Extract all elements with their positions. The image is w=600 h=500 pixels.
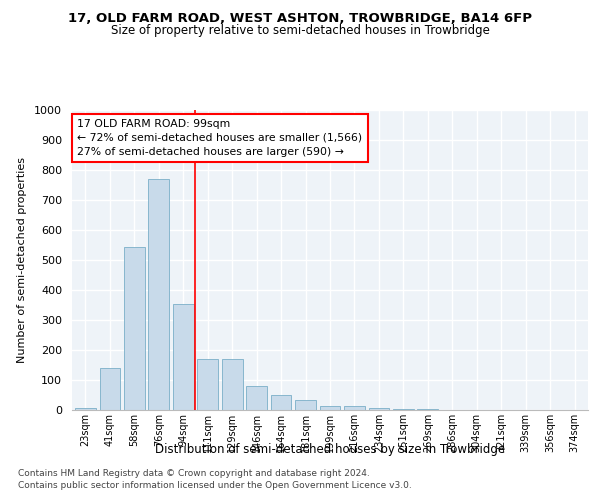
Bar <box>100 368 120 410</box>
Bar <box>75 408 96 410</box>
Bar <box>197 359 218 410</box>
Y-axis label: Number of semi-detached properties: Number of semi-detached properties <box>17 157 28 363</box>
Text: Size of property relative to semi-detached houses in Trowbridge: Size of property relative to semi-detach… <box>110 24 490 37</box>
Bar <box>148 179 169 410</box>
Bar <box>368 408 389 410</box>
Bar <box>393 409 414 410</box>
Text: Contains public sector information licensed under the Open Government Licence v3: Contains public sector information licen… <box>18 481 412 490</box>
Bar <box>246 386 267 410</box>
Bar <box>344 406 365 410</box>
Bar <box>320 406 340 410</box>
Text: Distribution of semi-detached houses by size in Trowbridge: Distribution of semi-detached houses by … <box>155 442 505 456</box>
Text: 17 OLD FARM ROAD: 99sqm
← 72% of semi-detached houses are smaller (1,566)
27% of: 17 OLD FARM ROAD: 99sqm ← 72% of semi-de… <box>77 119 362 157</box>
Bar <box>222 359 242 410</box>
Text: 17, OLD FARM ROAD, WEST ASHTON, TROWBRIDGE, BA14 6FP: 17, OLD FARM ROAD, WEST ASHTON, TROWBRID… <box>68 12 532 26</box>
Bar <box>124 246 145 410</box>
Text: Contains HM Land Registry data © Crown copyright and database right 2024.: Contains HM Land Registry data © Crown c… <box>18 468 370 477</box>
Bar <box>271 395 292 410</box>
Bar <box>295 400 316 410</box>
Bar <box>173 304 194 410</box>
